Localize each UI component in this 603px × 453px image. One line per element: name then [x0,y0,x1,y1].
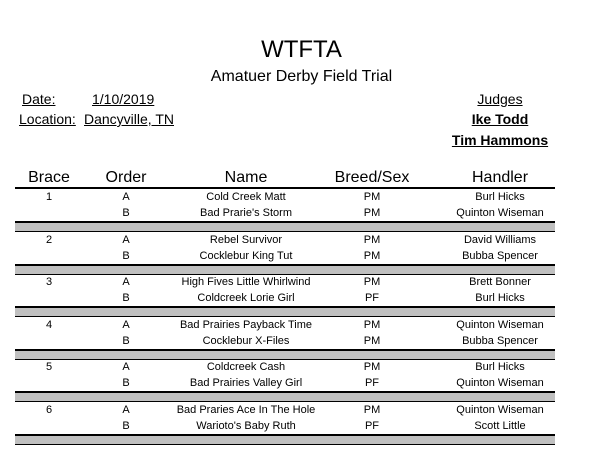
handler-cell: Quinton Wiseman [456,403,544,416]
brace-cell: 5 [45,361,53,373]
breed-sex-cell: PM [363,361,381,373]
brace-cell: 1 [45,191,53,203]
order-cell: B [122,419,130,432]
brace-group: 4 A Bad Prairies Payback Time PM Quinton Wis… [15,317,555,360]
breed-sex-cell: PM [363,191,381,203]
handler-cell: Scott Little [474,419,526,432]
name-cell: Bad Prairies Valley Girl [189,377,303,389]
name-cell: Rebel Survivor [209,233,283,246]
brace-cell: 2 [45,233,53,246]
breed-sex-cell: PM [363,233,381,246]
order-cell: A [122,276,130,288]
order-cell: B [122,334,130,347]
table-row: 3 A High Fives Little Whirlwind PM Brett Bon… [15,274,555,290]
location-value: Dancyville, TN [84,111,174,127]
column-header-breed-sex: Breed/Sex [334,169,410,186]
brace-separator [15,221,555,232]
breed-sex-cell: PM [363,207,381,219]
table-row: 5 A Coldcreek Cash PM Burl Hicks [15,359,555,375]
table-row: 2 A Rebel Survivor PM David Williams [15,232,555,248]
order-cell: A [122,361,130,373]
date-value: 1/10/2019 [92,91,155,107]
brace-group: 6 A Bad Praries Ace In The Hole PM Quinton W… [15,402,555,445]
table-row: 6 A Bad Praries Ace In The Hole PM Quinton W… [15,402,555,418]
table-row: B Cocklebur X-Files PM Bubba Spencer [15,333,555,349]
name-cell: Warioto's Baby Ruth [196,419,296,432]
brace-cell: 3 [45,276,53,288]
table-row: B Bad Prarie's Storm PM Quinton Wiseman [15,205,555,221]
order-cell: B [122,249,130,262]
order-cell: B [122,377,130,389]
brace-separator [15,306,555,317]
event-title: Amatuer Derby Field Trial [210,68,393,85]
name-cell: Cold Creek Matt [206,191,286,203]
handler-cell: Burl Hicks [475,292,525,304]
order-cell: A [122,318,130,331]
order-cell: B [122,207,130,219]
judge-name: Tim Hammons [451,132,549,148]
breed-sex-cell: PM [363,249,381,262]
table-row: 4 A Bad Prairies Payback Time PM Quinton Wis… [15,317,555,333]
judges-label: Judges [477,91,523,107]
name-cell: Coldcreek Cash [206,361,286,373]
name-cell: Bad Prarie's Storm [200,207,292,219]
handler-cell: David Williams [463,233,537,246]
table-row: B Coldcreek Lorie Girl PF Burl Hicks [15,290,555,306]
name-cell: Coldcreek Lorie Girl [197,292,295,304]
handler-cell: Burl Hicks [475,361,525,373]
breed-sex-cell: PF [364,419,380,432]
brace-group: 1 A Cold Creek Matt PM Burl Hicks B Bad Prarie… [15,189,555,232]
name-cell: Bad Prairies Payback Time [179,318,313,331]
column-header-name: Name [224,169,268,186]
judge-name: Ike Todd [471,111,529,127]
brace-group: 3 A High Fives Little Whirlwind PM Brett Bon… [15,274,555,317]
brace-separator [15,391,555,402]
brace-separator [15,263,555,275]
column-header-order: Order [105,169,147,186]
breed-sex-cell: PM [363,276,381,288]
name-cell: High Fives Little Whirlwind [181,276,311,288]
order-cell: A [122,233,130,246]
brace-separator [15,433,555,445]
order-cell: B [122,292,130,304]
breed-sex-cell: PF [364,292,380,304]
handler-cell: Quinton Wiseman [456,318,544,331]
breed-sex-cell: PM [363,403,381,416]
handler-cell: Quinton Wiseman [456,207,544,219]
brace-cell: 6 [45,403,53,416]
column-header-handler: Handler [471,169,529,186]
handler-cell: Bubba Spencer [462,249,538,262]
handler-cell: Bubba Spencer [462,334,538,347]
brace-cell: 4 [45,318,53,331]
brace-group: 2 A Rebel Survivor PM David Williams B Cockleb… [15,232,555,275]
breed-sex-cell: PF [364,377,380,389]
brace-table: Brace Order Name Breed/Sex Handler 1 A Col… [15,168,555,445]
order-cell: A [122,403,130,416]
table-row: B Cocklebur King Tut PM Bubba Spencer [15,248,555,264]
name-cell: Bad Praries Ace In The Hole [176,403,316,416]
column-header-brace: Brace [28,169,70,186]
brace-group: 5 A Coldcreek Cash PM Burl Hicks B Bad Prairie… [15,359,555,402]
table-header: Brace Order Name Breed/Sex Handler [15,168,555,189]
breed-sex-cell: PM [363,334,381,347]
breed-sex-cell: PM [363,318,381,331]
location-label: Location: [19,111,76,127]
handler-cell: Burl Hicks [475,191,525,203]
brace-separator [15,348,555,360]
table-row: B Bad Prairies Valley Girl PF Quinton Wisem… [15,375,555,391]
table-row: 1 A Cold Creek Matt PM Burl Hicks [15,189,555,205]
table-row: B Warioto's Baby Ruth PF Scott Little [15,418,555,434]
name-cell: Cocklebur King Tut [199,249,293,262]
handler-cell: Brett Bonner [469,276,531,288]
order-cell: A [122,191,130,203]
name-cell: Cocklebur X-Files [202,334,290,347]
date-label: Date: [22,91,56,107]
handler-cell: Quinton Wiseman [456,377,544,389]
org-title: WTFTA [261,36,342,63]
